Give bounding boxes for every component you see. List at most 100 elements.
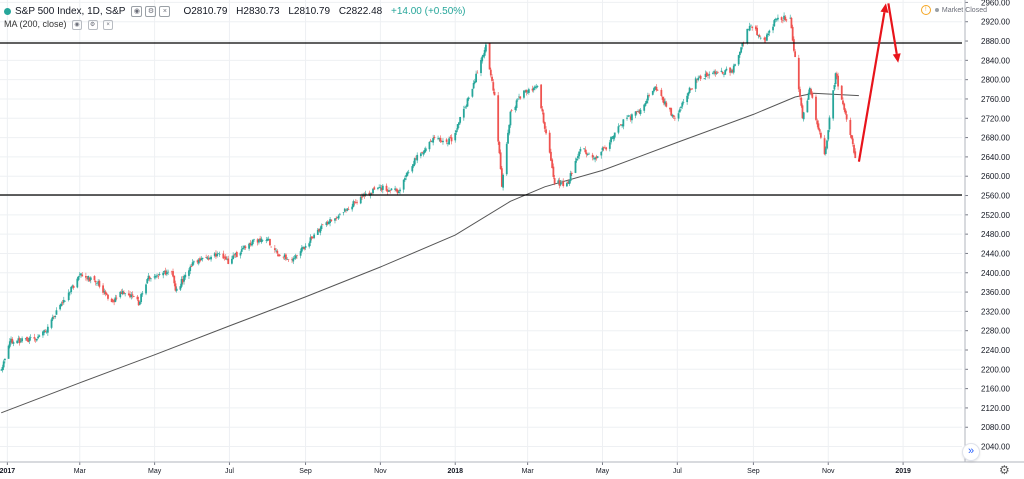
candle-body xyxy=(11,338,14,344)
candle-body xyxy=(17,338,20,341)
eye-icon[interactable]: ◉ xyxy=(72,19,83,30)
candle-body xyxy=(696,79,698,80)
candle-body xyxy=(165,272,168,275)
candle-body xyxy=(429,140,432,142)
candle-body xyxy=(678,109,681,113)
price-tick-label: 2760.00 xyxy=(981,95,1010,104)
candle-body xyxy=(781,20,784,21)
indicator-legend: MA (200, close) ◉ ⚙ × xyxy=(4,19,114,30)
candle-body xyxy=(123,292,125,294)
candle-body xyxy=(604,147,606,149)
price-tick-label: 2520.00 xyxy=(981,211,1010,220)
gear-icon[interactable]: ⚙ xyxy=(999,463,1010,477)
candle-body xyxy=(277,254,280,256)
eye-icon[interactable]: ◉ xyxy=(131,5,143,17)
candle-body xyxy=(480,59,482,74)
indicator-label[interactable]: MA (200, close) xyxy=(4,19,67,29)
candle-body xyxy=(466,98,469,107)
candle-body xyxy=(665,102,668,107)
candle-body xyxy=(190,266,193,267)
candle-body xyxy=(373,187,376,190)
candle-body xyxy=(465,106,468,107)
candle-body xyxy=(105,293,108,295)
symbol-title[interactable]: S&P 500 Index, 1D, S&P xyxy=(15,5,126,17)
candle-body xyxy=(19,341,22,343)
candle-body xyxy=(767,33,770,36)
candle-body xyxy=(730,70,733,73)
price-tick-label: 2800.00 xyxy=(981,76,1010,85)
candle-body xyxy=(729,67,731,73)
candle-body xyxy=(395,189,398,191)
settings-icon[interactable]: ⚙ xyxy=(87,19,98,30)
candle-body xyxy=(26,337,28,341)
candle-body xyxy=(646,95,649,101)
candle-body xyxy=(815,96,817,120)
candle-body xyxy=(612,136,615,139)
candle-body xyxy=(81,274,84,277)
candle-body xyxy=(608,142,611,149)
warning-icon[interactable]: ! xyxy=(920,5,931,15)
candle-body xyxy=(467,97,470,100)
candle-body xyxy=(244,246,247,249)
candle-body xyxy=(519,96,522,99)
up-arrow-shaft xyxy=(857,12,886,162)
candle-body xyxy=(321,224,324,226)
candle-body xyxy=(351,206,354,210)
candle-body xyxy=(359,197,362,204)
candle-body xyxy=(583,148,585,150)
candle-body xyxy=(492,82,495,91)
candle-body xyxy=(308,243,311,247)
candle-body xyxy=(826,140,828,149)
candle-body xyxy=(817,123,820,130)
candle-body xyxy=(413,158,416,165)
candle-body xyxy=(764,39,767,41)
candle-body xyxy=(354,202,357,203)
candle-body xyxy=(8,341,11,347)
candle-body xyxy=(763,37,766,40)
price-tick-label: 2680.00 xyxy=(981,134,1010,143)
candle-body xyxy=(720,70,723,72)
candle-body xyxy=(129,294,131,298)
candle-body xyxy=(145,284,147,294)
candle-body xyxy=(313,234,316,238)
status-dot-icon xyxy=(934,8,939,12)
candle-body xyxy=(130,294,133,297)
candle-body xyxy=(136,296,139,300)
candle-body xyxy=(832,90,835,119)
candle-body xyxy=(703,78,706,79)
candle-body xyxy=(849,119,852,135)
candle-body xyxy=(689,88,692,90)
candle-body xyxy=(631,114,633,121)
candle-body xyxy=(648,95,651,96)
candle-body xyxy=(310,236,313,239)
price-tick-label: 2160.00 xyxy=(981,385,1010,394)
candle-body xyxy=(59,304,62,310)
candle-body xyxy=(97,281,100,283)
scroll-to-realtime-button[interactable]: » xyxy=(962,443,980,461)
candle-body xyxy=(270,246,273,248)
time-tick-label: 2017 xyxy=(0,468,15,475)
candle-body xyxy=(454,132,457,141)
candle-body xyxy=(147,275,150,280)
candle-body xyxy=(201,257,204,260)
candle-body xyxy=(440,141,443,142)
candle-body xyxy=(757,35,760,36)
candle-body xyxy=(50,319,53,328)
candle-body xyxy=(428,141,431,150)
candle-body xyxy=(2,361,5,368)
candle-body xyxy=(180,278,183,287)
close-icon[interactable]: × xyxy=(159,5,171,17)
candle-body xyxy=(213,253,216,256)
settings-icon[interactable]: ⚙ xyxy=(145,5,157,17)
candle-body xyxy=(552,166,555,178)
candle-body xyxy=(774,19,777,20)
candle-body xyxy=(28,337,31,342)
candle-body xyxy=(586,154,589,155)
candle-body xyxy=(525,90,528,93)
candle-body xyxy=(471,88,474,97)
candle-body xyxy=(449,137,452,139)
price-tick-label: 2960.00 xyxy=(981,0,1010,7)
close-icon[interactable]: × xyxy=(103,19,114,30)
candle-body xyxy=(102,285,104,293)
